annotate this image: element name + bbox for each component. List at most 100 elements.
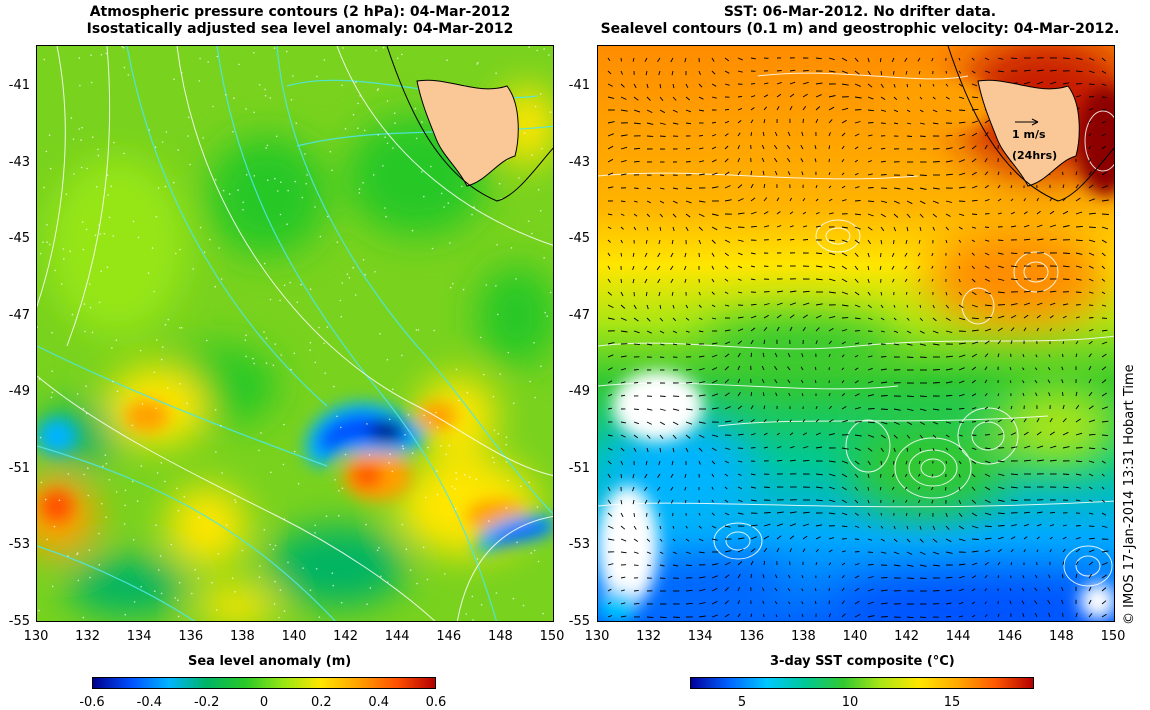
significance-dot (274, 177, 276, 180)
significance-dot (301, 196, 304, 199)
significance-dot (58, 499, 61, 502)
velocity-arrow (644, 265, 648, 271)
significance-dot (174, 597, 176, 599)
velocity-arrow (763, 339, 766, 345)
significance-dot (542, 612, 544, 615)
velocity-arrow (1022, 392, 1025, 397)
velocity-arrow (984, 171, 989, 176)
velocity-arrow (789, 197, 792, 202)
velocity-arrow (945, 538, 952, 543)
velocity-arrow (1049, 524, 1055, 527)
velocity-arrow (971, 353, 978, 358)
velocity-arrow (801, 613, 804, 618)
significance-dot (445, 453, 448, 456)
significance-dot (123, 523, 126, 525)
significance-dot (151, 247, 154, 249)
velocity-arrow (906, 304, 909, 308)
velocity-arrow (632, 499, 635, 505)
significance-dot (391, 470, 394, 473)
velocity-arrow (607, 512, 613, 517)
velocity-arrow (971, 538, 979, 540)
significance-dot (89, 306, 92, 309)
velocity-arrow (659, 525, 662, 530)
velocity-arrow (828, 562, 832, 566)
velocity-arrow (698, 291, 701, 296)
velocity-arrow (984, 561, 989, 566)
significance-dot (127, 74, 130, 76)
velocity-arrow (698, 147, 704, 150)
velocity-arrow (1075, 184, 1079, 189)
velocity-arrow (774, 170, 778, 176)
velocity-arrow (1049, 445, 1057, 449)
velocity-arrow (815, 118, 819, 124)
velocity-arrow (607, 252, 611, 257)
velocity-arrow (1088, 108, 1094, 111)
velocity-arrow (789, 432, 794, 436)
velocity-arrow (607, 473, 611, 478)
velocity-arrow (841, 587, 845, 592)
significance-dot (515, 278, 517, 280)
significance-dot (279, 589, 282, 591)
velocity-arrow (802, 511, 810, 514)
velocity-arrow (828, 185, 832, 189)
velocity-arrow (906, 96, 910, 100)
velocity-arrow (607, 460, 612, 465)
velocity-arrow (1101, 278, 1106, 282)
velocity-arrow (750, 119, 754, 124)
tick-label: -45 (8, 231, 30, 246)
significance-dot (341, 84, 343, 87)
significance-dot (258, 576, 261, 578)
velocity-arrow (854, 239, 860, 244)
velocity-arrow (1088, 460, 1095, 464)
velocity-arrow (828, 265, 836, 269)
velocity-arrow (633, 226, 637, 231)
velocity-arrow (724, 613, 730, 618)
velocity-arrow (815, 211, 820, 215)
significance-dot (480, 603, 483, 606)
velocity-arrow (1101, 329, 1108, 332)
significance-dot (332, 584, 335, 587)
significance-dot (88, 549, 91, 551)
significance-dot (498, 182, 501, 185)
velocity-arrow (698, 160, 705, 163)
significance-dot (354, 294, 357, 296)
velocity-arrow (1022, 613, 1025, 618)
velocity-arrow (776, 326, 780, 332)
significance-dot (132, 539, 135, 541)
velocity-arrow (854, 304, 861, 308)
velocity-arrow (958, 186, 966, 189)
significance-dot (292, 75, 294, 77)
significance-dot (391, 388, 394, 391)
velocity-arrow (1062, 353, 1064, 358)
velocity-arrow (893, 122, 899, 125)
velocity-arrow (1034, 379, 1038, 384)
velocity-arrow (1010, 446, 1018, 449)
velocity-arrow (1075, 473, 1082, 476)
significance-dot (159, 555, 162, 557)
velocity-arrow (945, 304, 950, 309)
velocity-arrow (750, 183, 754, 189)
significance-dot (472, 619, 474, 621)
velocity-arrow (997, 171, 1000, 176)
velocity-arrow (750, 303, 757, 306)
significance-dot (359, 95, 362, 97)
velocity-arrow (841, 574, 845, 579)
velocity-arrow (945, 616, 952, 618)
velocity-arrow (737, 132, 741, 137)
velocity-arrow (800, 158, 804, 163)
velocity-arrow (786, 144, 791, 150)
significance-dot (183, 496, 186, 498)
velocity-arrow (698, 109, 704, 112)
significance-dot (274, 580, 276, 583)
velocity-arrow (828, 291, 836, 294)
velocity-arrow (1088, 419, 1096, 423)
significance-dot (160, 358, 163, 361)
velocity-arrow (711, 486, 714, 490)
velocity-arrow (711, 393, 719, 397)
tick-label: -41 (8, 78, 30, 93)
significance-dot (493, 461, 495, 464)
velocity-arrow (828, 252, 836, 256)
velocity-arrow (919, 96, 923, 100)
velocity-arrow (802, 523, 810, 527)
velocity-arrow (1101, 574, 1107, 579)
